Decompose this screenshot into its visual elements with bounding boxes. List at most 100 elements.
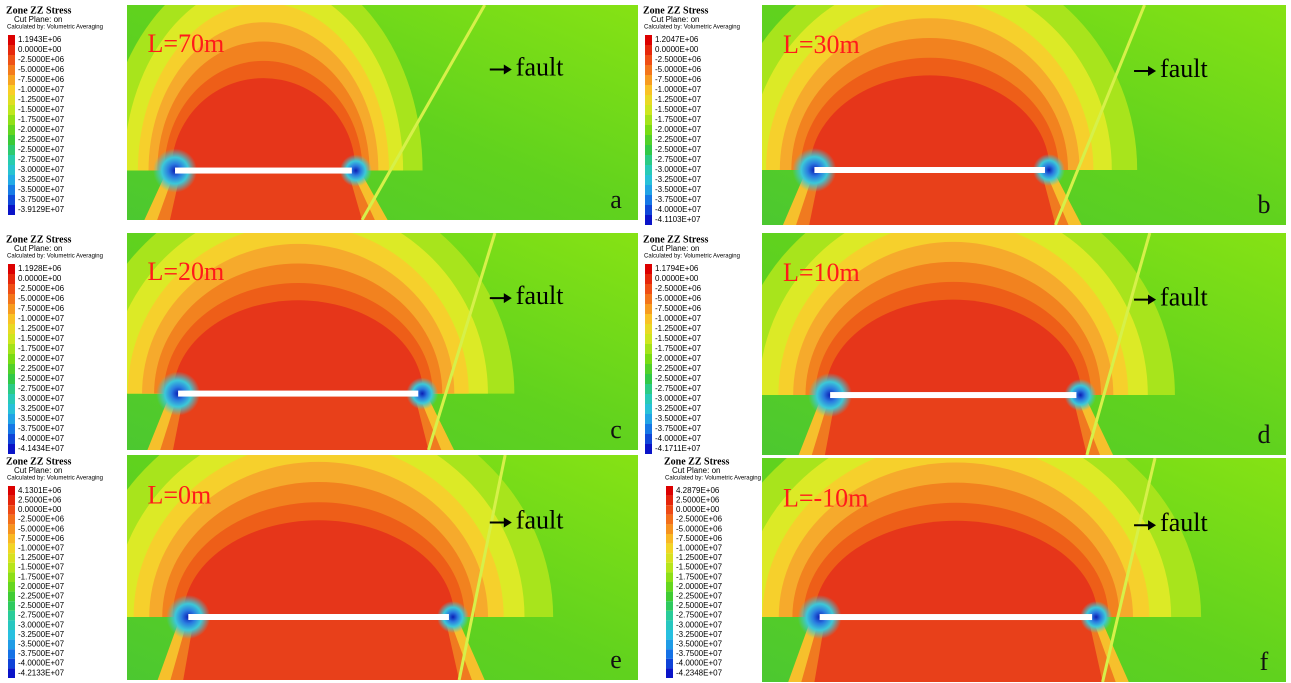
legend-swatch <box>666 668 673 678</box>
legend-swatch <box>645 354 652 364</box>
legend-swatch <box>666 601 673 611</box>
legend-swatch <box>645 35 652 45</box>
legend-note: Calculated by: Volumetric Averaging <box>7 25 103 31</box>
legend-label: -1.0000E+07 <box>655 314 702 323</box>
legend-swatch <box>8 155 15 165</box>
legend-swatch <box>8 175 15 185</box>
legend-swatch <box>8 414 15 424</box>
legend-swatch <box>666 611 673 621</box>
legend-label: -1.5000E+07 <box>655 334 702 343</box>
legend-swatch <box>8 640 15 650</box>
legend-swatch <box>8 611 15 621</box>
legend-swatch <box>8 404 15 414</box>
legend-swatch <box>8 620 15 630</box>
legend-label: -2.5000E+07 <box>18 601 65 610</box>
legend-label: -4.0000E+07 <box>18 434 65 443</box>
legend: Zone ZZ StressCut Plane: onCalculated by… <box>6 456 103 678</box>
legend-label: -2.2500E+07 <box>18 135 65 144</box>
legend-swatch <box>645 434 652 444</box>
legend-label: -4.2348E+07 <box>676 668 723 677</box>
distance-label: L=30m <box>783 30 860 59</box>
legend-swatch <box>8 515 15 525</box>
legend-label: -7.5000E+06 <box>18 534 65 543</box>
legend-label: -2.7500E+07 <box>655 384 702 393</box>
panel-letter: e <box>610 645 622 674</box>
legend-label: -3.0000E+07 <box>18 620 65 629</box>
legend-swatch <box>8 45 15 55</box>
lower-fan <box>183 617 459 680</box>
legend-label: -3.5000E+07 <box>655 185 702 194</box>
legend-swatch <box>666 582 673 592</box>
legend-label: -1.2500E+07 <box>18 95 65 104</box>
legend-swatch <box>645 264 652 274</box>
fault-label: fault <box>516 52 564 81</box>
legend-swatch <box>645 55 652 65</box>
legend-label: -4.1711E+07 <box>655 444 701 453</box>
legend-label: -2.7500E+07 <box>18 155 65 164</box>
legend-label: -1.2500E+07 <box>655 95 702 104</box>
legend-label: -1.5000E+07 <box>655 105 702 114</box>
legend-swatch <box>645 284 652 294</box>
legend-label: -3.0000E+07 <box>655 394 702 403</box>
legend-label: -1.5000E+07 <box>676 563 723 572</box>
legend-label: -1.0000E+07 <box>655 85 702 94</box>
legend-swatch <box>645 334 652 344</box>
legend-swatch <box>8 105 15 115</box>
legend-swatch <box>8 185 15 195</box>
legend-label: -5.0000E+06 <box>655 65 702 74</box>
legend-swatch <box>666 659 673 669</box>
legend-subtitle: Cut Plane: on <box>651 15 699 24</box>
legend-swatch <box>8 394 15 404</box>
legend-label: -2.5000E+06 <box>18 55 65 64</box>
legend-label: 0.0000E+00 <box>676 505 720 514</box>
lower-fan <box>173 394 428 450</box>
legend-label: -2.5000E+07 <box>655 374 702 383</box>
legend-label: -3.5000E+07 <box>18 414 65 423</box>
legend-subtitle: Cut Plane: on <box>672 466 720 475</box>
legend-swatch <box>8 165 15 175</box>
legend-label: 0.0000E+00 <box>655 45 699 54</box>
legend-swatch <box>645 294 652 304</box>
legend-swatch <box>666 524 673 534</box>
legend-swatch <box>8 505 15 515</box>
legend-swatch <box>645 384 652 394</box>
legend-label: -3.7500E+07 <box>18 649 65 658</box>
legend-swatch <box>645 105 652 115</box>
legend-swatch <box>8 95 15 105</box>
legend-label: -2.5000E+07 <box>18 374 65 383</box>
distance-label: L=70m <box>147 29 224 58</box>
panel-letter: f <box>1260 647 1269 676</box>
legend-swatch <box>645 324 652 334</box>
legend-label: -2.2500E+07 <box>655 364 702 373</box>
legend-swatch <box>645 75 652 85</box>
legend-swatch <box>666 620 673 630</box>
legend-swatch <box>666 572 673 582</box>
legend-label: -1.7500E+07 <box>676 572 723 581</box>
legend-label: -2.5000E+07 <box>655 145 702 154</box>
legend-label: -3.7500E+07 <box>18 424 65 433</box>
legend-swatch <box>645 444 652 454</box>
fault-label: fault <box>1160 508 1208 537</box>
legend-label: -3.2500E+07 <box>676 630 723 639</box>
distance-label: L=0m <box>147 481 211 510</box>
figure: Zone ZZ StressCut Plane: onCalculated by… <box>0 0 1291 683</box>
legend-label: -2.5000E+06 <box>676 515 723 524</box>
legend-label: -3.2500E+07 <box>18 404 65 413</box>
excavation <box>175 168 352 174</box>
legend-swatch <box>645 145 652 155</box>
legend-label: -3.0000E+07 <box>18 394 65 403</box>
legend-label: -2.0000E+07 <box>655 354 702 363</box>
legend-label: 0.0000E+00 <box>18 274 62 283</box>
legend-label: -3.5000E+07 <box>18 640 65 649</box>
legend-swatch <box>8 434 15 444</box>
legend-swatch <box>8 659 15 669</box>
legend-label: -1.2500E+07 <box>18 324 65 333</box>
legend-label: -2.5000E+06 <box>18 515 65 524</box>
legend-label: -2.5000E+06 <box>655 284 702 293</box>
legend-label: -1.2500E+07 <box>655 324 702 333</box>
legend-label: -4.0000E+07 <box>655 434 702 443</box>
legend-label: -1.0000E+07 <box>676 544 723 553</box>
